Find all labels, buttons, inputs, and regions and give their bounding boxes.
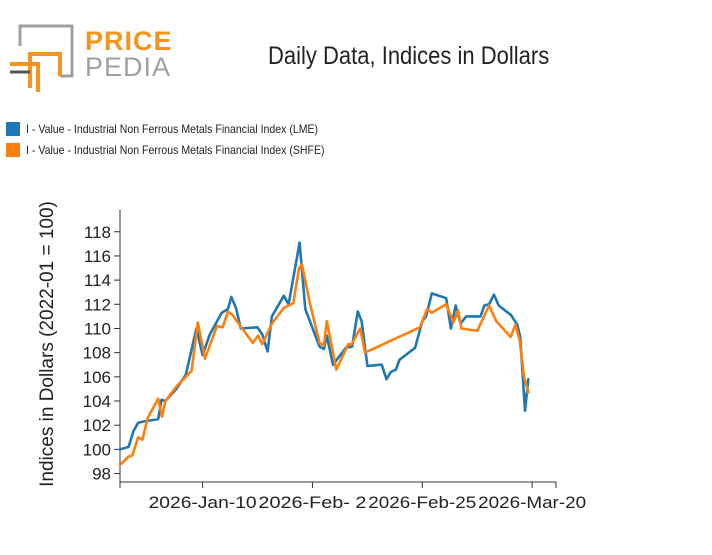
y-axis-label: Indices in Dollars (2022-01 = 100) [37,201,58,487]
y-tick-label: 110 [84,319,111,338]
legend-label-lme: I - Value - Industrial Non Ferrous Metal… [26,121,319,136]
series-line-lme[interactable] [118,241,530,451]
x-tick-label: 2026-Feb-25 [368,493,476,512]
y-tick-label: 102 [83,416,111,435]
y-tick-label: 106 [83,368,111,387]
legend-item-shfe[interactable]: I - Value - Industrial Non Ferrous Metal… [6,139,365,160]
logo-text-pedia: PEDIA [85,52,172,82]
y-tick-label: 118 [84,223,111,242]
y-tick-label: 98 [92,465,111,484]
legend-swatch-shfe [6,142,20,157]
logo-text-price: PRICE [85,26,173,56]
y-tick-label: 108 [83,344,111,363]
chart-legend: I - Value - Industrial Non Ferrous Metal… [6,118,365,160]
x-tick-label: 2026-Jan-10 [149,493,257,512]
legend-swatch-lme [6,121,20,136]
logo-mark-icon [10,24,74,92]
legend-label-shfe: I - Value - Industrial Non Ferrous Metal… [26,142,325,157]
chart-series [118,241,530,467]
pricepedia-logo: PRICE PEDIA [8,24,172,94]
chart-title: Daily Data, Indices in Dollars [268,42,550,70]
y-tick-label: 114 [84,271,111,290]
x-tick-label: 2026-Feb- 2 [258,493,366,512]
y-tick-label: 112 [84,295,111,314]
y-tick-label: 100 [83,440,111,459]
y-tick-label: 104 [83,392,111,411]
x-tick-label: 2026-Mar-20 [478,493,586,512]
chart-axes: 98 100 102 104 106 108 110 112 114 116 118 2026-Jan… [83,210,586,512]
legend-item-lme[interactable]: I - Value - Industrial Non Ferrous Metal… [6,118,365,139]
y-tick-label: 116 [84,247,111,266]
series-line-shfe[interactable] [118,263,530,467]
